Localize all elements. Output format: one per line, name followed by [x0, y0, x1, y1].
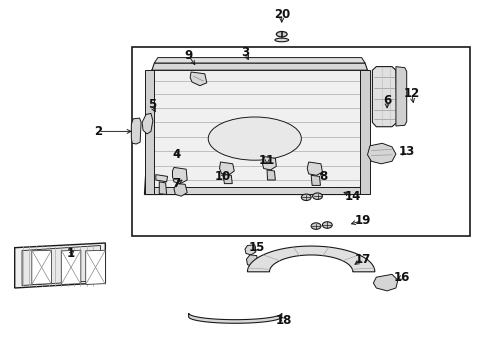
- Text: 5: 5: [148, 98, 156, 111]
- Text: 13: 13: [398, 145, 415, 158]
- Polygon shape: [262, 157, 276, 170]
- Polygon shape: [152, 63, 368, 70]
- Text: 11: 11: [259, 154, 275, 167]
- Polygon shape: [32, 250, 51, 284]
- Polygon shape: [373, 274, 398, 291]
- Text: 8: 8: [319, 170, 327, 183]
- Ellipse shape: [311, 223, 321, 229]
- Text: 4: 4: [172, 148, 180, 161]
- Polygon shape: [246, 255, 258, 266]
- Polygon shape: [22, 246, 100, 285]
- Text: 18: 18: [276, 314, 293, 327]
- Polygon shape: [220, 162, 234, 175]
- Polygon shape: [396, 67, 407, 126]
- Polygon shape: [245, 245, 256, 255]
- Text: 17: 17: [354, 253, 371, 266]
- Polygon shape: [154, 58, 365, 63]
- Polygon shape: [223, 175, 232, 184]
- Ellipse shape: [276, 31, 287, 37]
- Text: 16: 16: [393, 271, 410, 284]
- Ellipse shape: [313, 193, 322, 199]
- Text: 10: 10: [215, 170, 231, 183]
- Polygon shape: [159, 182, 167, 194]
- Polygon shape: [311, 175, 320, 185]
- Polygon shape: [360, 70, 370, 194]
- Text: 14: 14: [344, 190, 361, 203]
- Polygon shape: [247, 246, 375, 272]
- Polygon shape: [86, 250, 105, 284]
- Polygon shape: [142, 113, 153, 134]
- Polygon shape: [145, 70, 154, 194]
- Polygon shape: [368, 143, 396, 164]
- Polygon shape: [145, 187, 360, 194]
- Polygon shape: [172, 167, 187, 184]
- Polygon shape: [61, 250, 81, 284]
- Polygon shape: [145, 70, 368, 194]
- Text: 15: 15: [249, 241, 266, 254]
- Ellipse shape: [322, 222, 332, 228]
- Polygon shape: [156, 175, 168, 182]
- Text: 7: 7: [172, 177, 180, 190]
- Text: 20: 20: [273, 8, 290, 21]
- Polygon shape: [372, 67, 397, 127]
- Polygon shape: [190, 72, 207, 86]
- Ellipse shape: [275, 38, 289, 42]
- Ellipse shape: [208, 117, 301, 160]
- Polygon shape: [174, 184, 187, 196]
- Polygon shape: [15, 243, 105, 288]
- Text: 19: 19: [354, 214, 371, 227]
- Polygon shape: [307, 162, 322, 175]
- Polygon shape: [131, 118, 141, 144]
- Text: 9: 9: [185, 49, 193, 62]
- Text: 12: 12: [403, 87, 420, 100]
- Text: 2: 2: [94, 125, 102, 138]
- Polygon shape: [267, 170, 275, 180]
- Ellipse shape: [301, 194, 311, 201]
- Text: 3: 3: [241, 46, 249, 59]
- Polygon shape: [189, 313, 282, 323]
- Bar: [132, 47, 470, 236]
- Text: 6: 6: [383, 94, 391, 107]
- Text: 1: 1: [67, 247, 75, 260]
